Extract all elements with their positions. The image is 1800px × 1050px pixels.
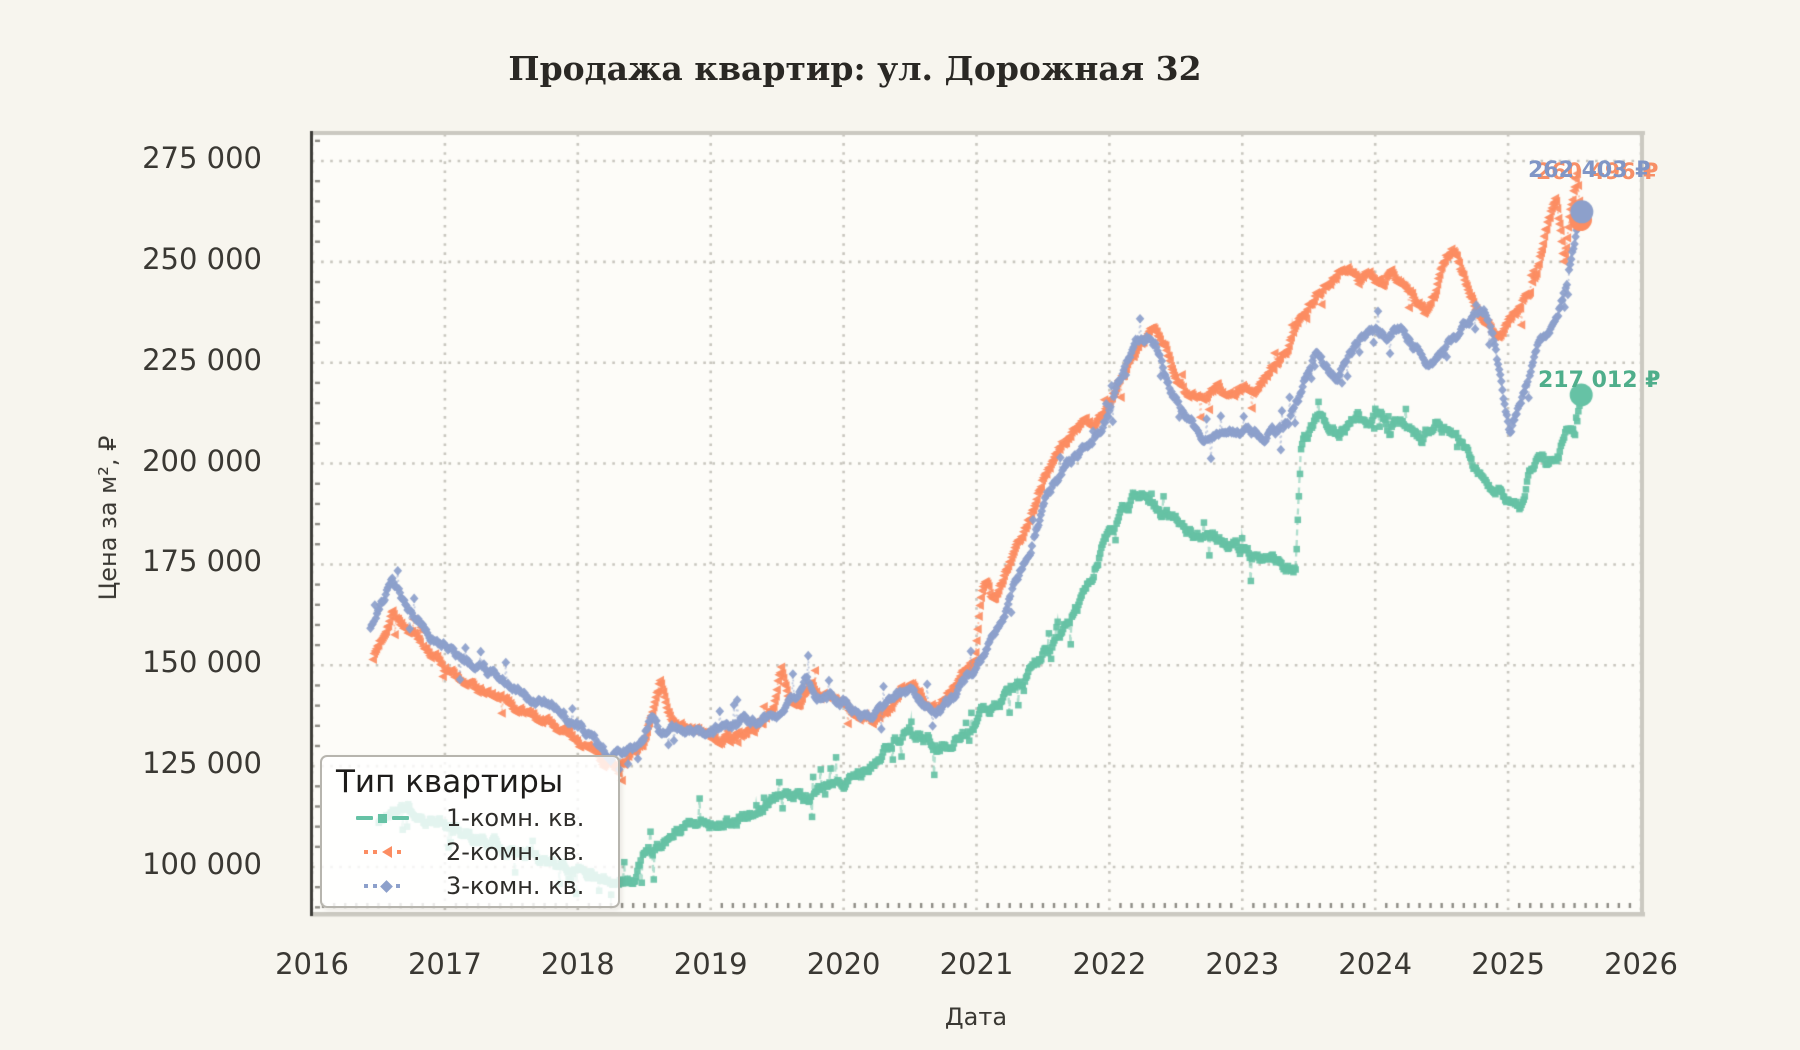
legend: Тип квартиры 1-комн. кв. 2-комн. кв. 3-к…	[320, 755, 620, 908]
y-tick-label: 100 000	[142, 847, 262, 881]
x-tick-label: 2024	[1338, 947, 1413, 981]
legend-marker-2room-dotted-triangle-icon	[336, 846, 428, 858]
x-tick-label: 2016	[275, 947, 349, 981]
y-tick-label: 275 000	[142, 141, 262, 175]
legend-marker-1room-dashed-square-icon	[336, 813, 428, 823]
legend-item-2room: 2-комн. кв.	[336, 835, 608, 869]
x-tick-label: 2022	[1072, 947, 1147, 981]
legend-label-2room: 2-комн. кв.	[446, 838, 585, 866]
legend-marker-3room-dotted-diamond-icon	[336, 879, 428, 893]
x-tick-label: 2021	[939, 947, 1014, 981]
y-tick-label: 150 000	[142, 645, 262, 680]
legend-item-3room: 3-комн. кв.	[336, 869, 608, 903]
annotation-2room-price: 260 496 ₽	[1536, 160, 1659, 185]
legend-label-3room: 3-комн. кв.	[446, 872, 585, 900]
annotation-1room-price: 217 012 ₽	[1538, 368, 1661, 393]
x-tick-label: 2026	[1604, 947, 1678, 981]
legend-label-1room: 1-комн. кв.	[446, 804, 585, 832]
y-tick-label: 200 000	[142, 443, 262, 478]
y-tick-label: 175 000	[142, 544, 262, 579]
x-tick-label: 2023	[1205, 947, 1280, 981]
y-tick-label: 225 000	[142, 342, 262, 377]
x-tick-label: 2025	[1471, 947, 1545, 981]
legend-item-1room: 1-комн. кв.	[336, 801, 608, 835]
legend-title: Тип квартиры	[336, 764, 564, 800]
x-tick-label: 2017	[407, 947, 482, 981]
x-tick-label: 2019	[673, 947, 748, 981]
x-axis-label: Дата	[944, 1003, 1008, 1031]
x-tick-label: 2018	[540, 947, 615, 981]
annotation-3room-price: 262 403 ₽	[1528, 158, 1651, 183]
chart-title: Продажа квартир: ул. Дорожная 32	[508, 49, 1202, 88]
y-tick-label: 250 000	[142, 241, 262, 276]
x-tick-label: 2020	[806, 947, 881, 981]
y-tick-label: 125 000	[142, 746, 262, 781]
